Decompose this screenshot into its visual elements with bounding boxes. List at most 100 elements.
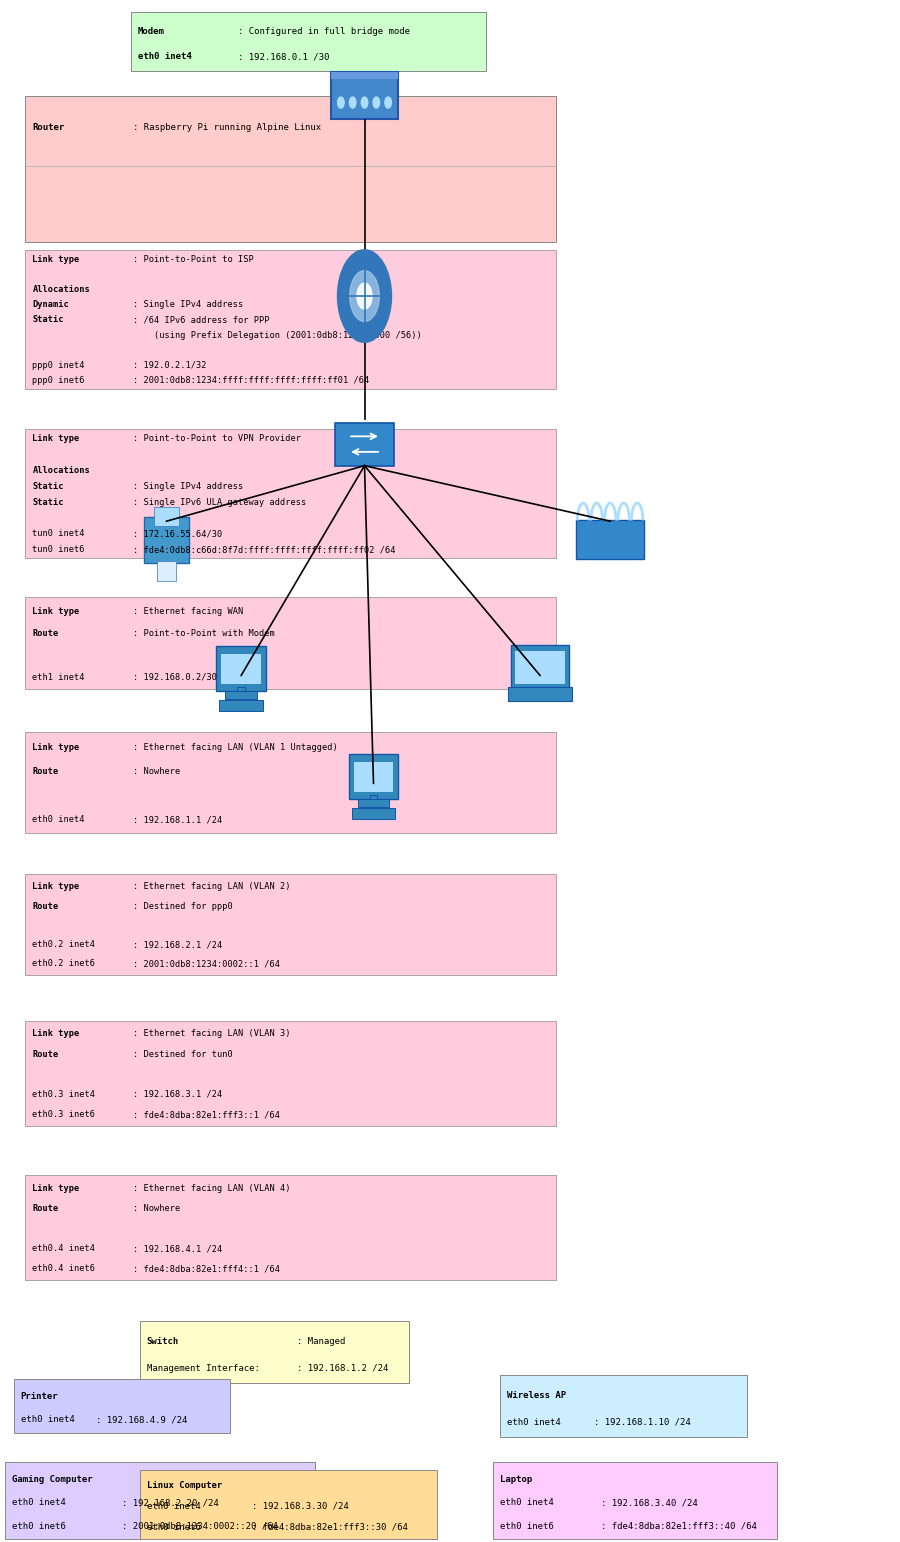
FancyBboxPatch shape [25,250,556,389]
Circle shape [338,250,392,342]
Circle shape [374,97,380,108]
FancyBboxPatch shape [144,517,189,563]
FancyBboxPatch shape [331,72,399,119]
Text: : 192.168.2.1 /24: : 192.168.2.1 /24 [133,941,222,950]
Text: Wireless AP: Wireless AP [507,1391,566,1400]
FancyBboxPatch shape [25,1021,556,1126]
FancyBboxPatch shape [577,520,644,558]
Text: eth0 inet6: eth0 inet6 [12,1522,66,1531]
FancyBboxPatch shape [154,507,179,526]
Text: : Single IPv6 ULA gateway address: : Single IPv6 ULA gateway address [133,498,306,507]
FancyBboxPatch shape [331,72,399,80]
Text: : 192.168.0.1 /30: : 192.168.0.1 /30 [238,52,330,62]
Text: Gaming Computer: Gaming Computer [12,1474,93,1483]
FancyBboxPatch shape [4,1462,315,1539]
Text: Static: Static [32,498,64,507]
Text: Router: Router [32,123,65,133]
Text: Link type: Link type [32,1184,80,1192]
Text: : fde4:8dba:82e1:fff3::40 /64: : fde4:8dba:82e1:fff3::40 /64 [601,1522,757,1531]
Text: tun0 inet6: tun0 inet6 [32,544,85,554]
Text: : Ethernet facing LAN (VLAN 3): : Ethernet facing LAN (VLAN 3) [133,1030,291,1038]
FancyBboxPatch shape [357,799,390,806]
Text: : 192.0.2.1/32: : 192.0.2.1/32 [133,361,207,370]
Text: : 192.168.3.1 /24: : 192.168.3.1 /24 [133,1090,222,1099]
FancyBboxPatch shape [511,645,569,689]
Text: Link type: Link type [32,254,80,264]
Text: eth0.2 inet6: eth0.2 inet6 [32,959,95,968]
Text: : 192.168.3.40 /24: : 192.168.3.40 /24 [601,1499,698,1507]
Text: : 192.168.1.2 /24: : 192.168.1.2 /24 [297,1365,389,1372]
Text: Route: Route [32,768,58,776]
Text: Static: Static [32,481,64,490]
Text: : 192.168.4.9 /24: : 192.168.4.9 /24 [95,1416,187,1425]
FancyBboxPatch shape [25,429,556,558]
Text: : Ethernet facing LAN (VLAN 4): : Ethernet facing LAN (VLAN 4) [133,1184,291,1192]
Text: Link type: Link type [32,743,80,752]
FancyBboxPatch shape [140,1470,436,1539]
Text: Route: Route [32,629,58,637]
Text: : 192.168.4.1 /24: : 192.168.4.1 /24 [133,1244,222,1254]
Text: : Point-to-Point to VPN Provider: : Point-to-Point to VPN Provider [133,435,302,444]
Text: eth0 inet4: eth0 inet4 [507,1419,561,1426]
Text: Printer: Printer [21,1391,58,1400]
FancyBboxPatch shape [25,597,556,689]
Text: : Ethernet facing LAN (VLAN 2): : Ethernet facing LAN (VLAN 2) [133,882,291,891]
Text: : 192.168.2.20 /24: : 192.168.2.20 /24 [122,1499,220,1507]
FancyBboxPatch shape [140,1321,410,1383]
FancyBboxPatch shape [220,700,263,711]
Text: : Point-to-Point with Modem: : Point-to-Point with Modem [133,629,275,637]
FancyBboxPatch shape [225,691,257,699]
Text: Management Interface:: Management Interface: [147,1365,259,1372]
Text: : Single IPv4 address: : Single IPv4 address [133,301,243,310]
Text: : Point-to-Point to ISP: : Point-to-Point to ISP [133,254,254,264]
Circle shape [349,97,356,108]
Text: : fde4:0db8:c66d:8f7d:ffff:ffff:ffff:ffff:ff02 /64: : fde4:0db8:c66d:8f7d:ffff:ffff:ffff:fff… [133,544,396,554]
Text: Laptop: Laptop [500,1474,533,1483]
Text: : 192.168.1.1 /24: : 192.168.1.1 /24 [133,816,222,823]
Text: Dynamic: Dynamic [32,301,69,310]
Text: eth1 inet4: eth1 inet4 [32,672,85,682]
FancyBboxPatch shape [157,561,176,581]
Text: eth0 inet4: eth0 inet4 [147,1502,201,1511]
Text: : Destined for tun0: : Destined for tun0 [133,1050,233,1058]
Text: eth0.3 inet6: eth0.3 inet6 [32,1110,95,1119]
FancyBboxPatch shape [25,732,556,833]
Text: : /64 IPv6 address for PPP: : /64 IPv6 address for PPP [133,316,270,324]
Circle shape [349,271,380,321]
Text: : 2001:0db8:1234:0002::20 /64: : 2001:0db8:1234:0002::20 /64 [122,1522,278,1531]
FancyBboxPatch shape [370,796,377,802]
FancyBboxPatch shape [336,423,394,466]
Text: eth0 inet4: eth0 inet4 [500,1499,554,1507]
Text: : 172.16.55.64/30: : 172.16.55.64/30 [133,529,222,538]
Text: : Ethernet facing WAN: : Ethernet facing WAN [133,606,243,615]
Text: : Nowhere: : Nowhere [133,1204,180,1212]
Text: : Single IPv4 address: : Single IPv4 address [133,481,243,490]
FancyBboxPatch shape [516,651,564,685]
Text: : 2001:0db8:1234:0002::1 /64: : 2001:0db8:1234:0002::1 /64 [133,959,280,968]
FancyBboxPatch shape [221,654,261,685]
Text: eth0 inet6: eth0 inet6 [500,1522,554,1531]
Text: Switch: Switch [147,1337,179,1346]
Text: Link type: Link type [32,606,80,615]
FancyBboxPatch shape [25,96,556,242]
FancyBboxPatch shape [354,762,393,793]
Text: Linux Computer: Linux Computer [147,1480,222,1490]
Text: : 192.168.3.30 /24: : 192.168.3.30 /24 [252,1502,349,1511]
FancyBboxPatch shape [352,808,395,819]
Text: eth0.2 inet4: eth0.2 inet4 [32,941,95,950]
Text: ppp0 inet6: ppp0 inet6 [32,376,85,386]
Circle shape [338,97,344,108]
Text: Modem: Modem [138,26,165,35]
FancyBboxPatch shape [25,1175,556,1280]
Text: : fde4:8dba:82e1:fff3::30 /64: : fde4:8dba:82e1:fff3::30 /64 [252,1523,409,1531]
Text: : Raspberry Pi running Alpine Linux: : Raspberry Pi running Alpine Linux [133,123,321,133]
Circle shape [361,97,368,108]
Text: : 192.168.0.2/30: : 192.168.0.2/30 [133,672,217,682]
Text: : Managed: : Managed [297,1337,346,1346]
Text: : Nowhere: : Nowhere [133,768,180,776]
FancyBboxPatch shape [130,12,486,71]
Text: : 2001:0db8:1234:ffff:ffff:ffff:ffff:ff01 /64: : 2001:0db8:1234:ffff:ffff:ffff:ffff:ff0… [133,376,369,386]
Text: : Destined for ppp0: : Destined for ppp0 [133,902,233,911]
Text: Route: Route [32,1050,58,1058]
Text: : 192.168.1.10 /24: : 192.168.1.10 /24 [594,1419,690,1426]
